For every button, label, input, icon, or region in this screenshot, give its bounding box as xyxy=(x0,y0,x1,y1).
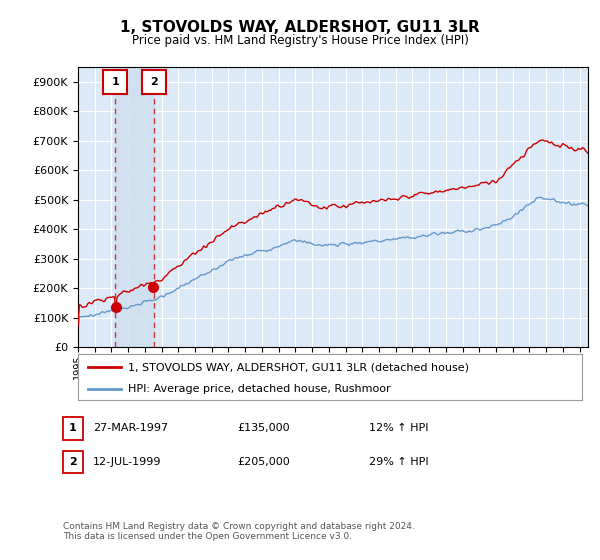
Text: 1: 1 xyxy=(69,423,77,433)
Text: Price paid vs. HM Land Registry's House Price Index (HPI): Price paid vs. HM Land Registry's House … xyxy=(131,34,469,46)
Text: HPI: Average price, detached house, Rushmoor: HPI: Average price, detached house, Rush… xyxy=(128,384,391,394)
Text: 12-JUL-1999: 12-JUL-1999 xyxy=(93,457,161,467)
Text: 1, STOVOLDS WAY, ALDERSHOT, GU11 3LR: 1, STOVOLDS WAY, ALDERSHOT, GU11 3LR xyxy=(120,20,480,35)
Text: 27-MAR-1997: 27-MAR-1997 xyxy=(93,423,168,433)
Text: 2: 2 xyxy=(69,457,77,467)
Text: £205,000: £205,000 xyxy=(237,457,290,467)
Text: 29% ↑ HPI: 29% ↑ HPI xyxy=(369,457,428,467)
Text: 1, STOVOLDS WAY, ALDERSHOT, GU11 3LR (detached house): 1, STOVOLDS WAY, ALDERSHOT, GU11 3LR (de… xyxy=(128,362,469,372)
Text: 1: 1 xyxy=(112,77,119,87)
Text: Contains HM Land Registry data © Crown copyright and database right 2024.
This d: Contains HM Land Registry data © Crown c… xyxy=(63,522,415,542)
Text: 2: 2 xyxy=(150,77,158,87)
Text: £135,000: £135,000 xyxy=(237,423,290,433)
Text: 12% ↑ HPI: 12% ↑ HPI xyxy=(369,423,428,433)
Bar xyxy=(115,67,154,347)
